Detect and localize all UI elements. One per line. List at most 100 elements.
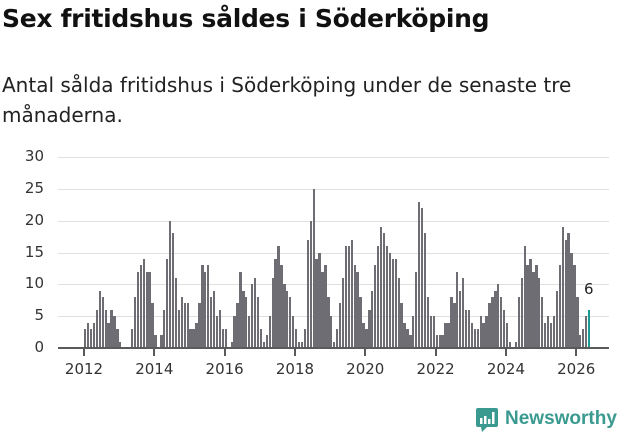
bar	[95, 309, 99, 348]
gridline	[58, 284, 609, 286]
bar-latest	[587, 309, 591, 348]
bar	[464, 309, 468, 348]
x-tick-label: 2014	[135, 360, 174, 378]
bar	[183, 303, 186, 348]
bar	[438, 335, 441, 348]
bar	[567, 233, 570, 348]
gridline	[58, 188, 609, 190]
bar	[347, 246, 351, 348]
bar	[321, 271, 324, 348]
bar	[388, 252, 392, 348]
bar	[564, 239, 567, 348]
bar	[233, 316, 236, 348]
bar	[171, 233, 175, 348]
bar	[303, 328, 307, 348]
bar	[585, 316, 588, 348]
bar	[218, 309, 222, 348]
bar	[441, 335, 444, 348]
bar	[420, 207, 424, 348]
x-tick	[293, 348, 296, 356]
bar	[371, 290, 374, 348]
bar	[494, 290, 497, 348]
bar	[292, 316, 295, 348]
bar	[526, 265, 529, 348]
bar	[236, 303, 239, 348]
bar	[582, 328, 585, 348]
bar	[447, 322, 450, 348]
bar	[482, 322, 485, 348]
chart-title: Sex fritidshus såldes i Söderköping	[2, 4, 490, 33]
bar	[576, 297, 579, 348]
bar	[409, 335, 412, 348]
logo-text: Newsworthy	[505, 408, 617, 429]
bar	[168, 220, 172, 348]
bar	[350, 239, 353, 348]
bar	[362, 322, 365, 348]
bar	[212, 290, 216, 348]
bar	[268, 316, 271, 348]
bar	[517, 297, 520, 348]
bar	[277, 246, 280, 348]
bar	[224, 328, 227, 348]
x-tick-label: 2012	[64, 360, 104, 378]
bar	[359, 297, 362, 348]
bar	[166, 258, 169, 348]
bar	[101, 297, 104, 348]
x-tick-label: 2024	[486, 360, 525, 378]
bar	[139, 265, 142, 348]
bar	[262, 341, 266, 348]
bar	[130, 328, 134, 348]
bar	[271, 277, 274, 348]
bar	[312, 188, 315, 348]
bar	[558, 265, 561, 348]
bar	[467, 309, 471, 348]
gridline	[58, 157, 609, 158]
bar	[86, 322, 90, 348]
x-tick	[504, 348, 507, 356]
bar	[333, 341, 336, 348]
bar	[133, 297, 137, 348]
bar	[379, 227, 383, 348]
bar	[174, 277, 178, 348]
bar	[300, 341, 304, 348]
bar	[230, 341, 233, 348]
bar	[104, 309, 107, 348]
bar	[160, 335, 163, 348]
bar	[195, 322, 198, 348]
bar	[245, 297, 248, 348]
x-tick	[434, 348, 437, 356]
bar	[391, 258, 394, 348]
bar	[113, 316, 116, 348]
y-tick-label: 10	[24, 274, 44, 293]
bar-chart: 0 5 10 15 20 25 30 6 2012 2014 2016 2018 2020 2022 202…	[0, 140, 631, 390]
bar	[274, 258, 277, 348]
bar	[406, 328, 409, 348]
bar	[107, 322, 110, 348]
bar	[579, 335, 582, 348]
newsworthy-logo[interactable]: Newsworthy	[476, 408, 617, 432]
bar	[500, 297, 503, 348]
bar	[573, 265, 576, 348]
bar	[529, 258, 532, 348]
y-tick-label: 25	[24, 178, 44, 197]
bar	[110, 309, 113, 348]
bar	[256, 297, 260, 348]
bar	[485, 316, 488, 348]
bar	[309, 220, 312, 348]
bar	[163, 309, 166, 348]
bar	[280, 265, 283, 348]
bar	[453, 303, 456, 348]
bar	[318, 252, 321, 348]
bar	[344, 246, 348, 348]
bar	[508, 341, 512, 348]
chart-subtitle: Antal sålda fritidshus i Söderköping und…	[2, 73, 572, 127]
bar	[315, 258, 318, 348]
bar	[306, 239, 309, 348]
y-tick-label: 15	[24, 242, 44, 261]
bar	[502, 309, 506, 348]
bar	[532, 271, 535, 348]
bar	[415, 271, 418, 348]
bar	[535, 265, 538, 348]
bar	[201, 265, 204, 348]
gridline	[58, 220, 609, 222]
